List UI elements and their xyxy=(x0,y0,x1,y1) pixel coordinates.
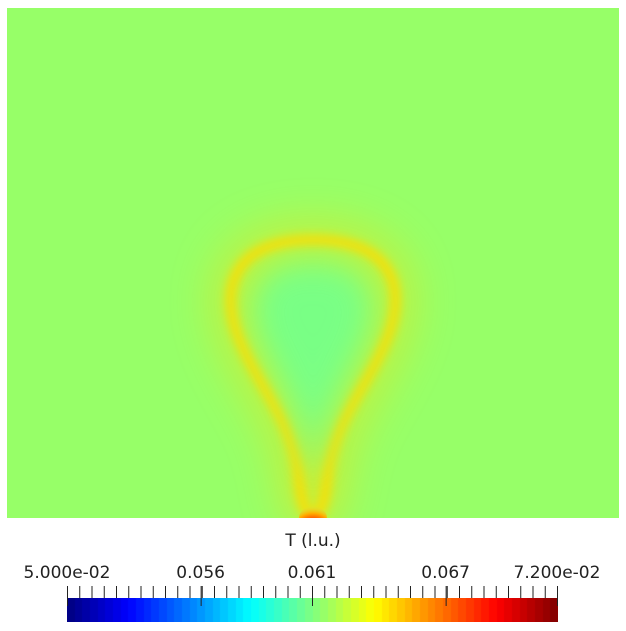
colorbar-tick-label: 0.061 xyxy=(287,563,337,583)
plume-interior xyxy=(256,266,370,473)
colorbar-title: T (l.u.) xyxy=(285,531,341,551)
temperature-field xyxy=(7,8,619,518)
colorbar-ticks xyxy=(67,586,558,606)
colorbar-tick-label: 7.200e-02 xyxy=(513,563,601,583)
colorbar-tick-label: 0.067 xyxy=(421,563,470,583)
colorbar xyxy=(67,586,558,622)
colorbar-tick-label: 5.000e-02 xyxy=(23,563,111,583)
colorbar-tick-label: 0.056 xyxy=(176,563,225,583)
heat-source xyxy=(299,506,327,518)
